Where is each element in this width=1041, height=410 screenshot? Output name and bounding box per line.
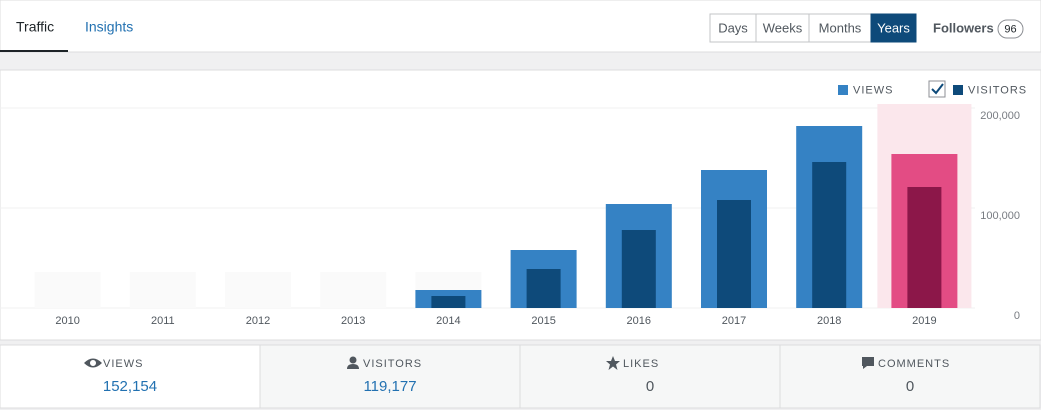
chart: 0 100,000 200,000 VIEWS VISITORS 2010 2011 2012…	[0, 80, 1027, 327]
summary-icon	[84, 358, 102, 368]
x-tick-label: 2016	[627, 315, 651, 327]
x-tick-label: 2019	[912, 315, 936, 327]
summary-cell[interactable]	[0, 344, 261, 409]
summary-cell[interactable]	[519, 344, 781, 409]
bar-placeholder	[129, 272, 196, 308]
bar[interactable]	[812, 162, 847, 308]
legend-swatch	[953, 85, 963, 95]
tab[interactable]: Insights	[85, 19, 133, 35]
bar-placeholder	[34, 272, 101, 308]
x-tick-label: 2012	[246, 315, 270, 327]
followers-badge	[997, 19, 1024, 39]
bar-placeholder	[320, 272, 387, 308]
summary-cell[interactable]	[259, 344, 521, 409]
x-tick-label: 2017	[722, 315, 746, 327]
x-tick-label: 2015	[531, 315, 555, 327]
legend-checkbox[interactable]	[928, 80, 946, 98]
summary-cell[interactable]	[779, 344, 1041, 409]
period-label[interactable]: Months	[819, 20, 862, 35]
x-tick-label: 2011	[151, 315, 175, 327]
y-tick-label: 100,000	[980, 210, 1020, 222]
x-tick-label: 2010	[55, 315, 79, 327]
summary-value: 152,154	[103, 378, 157, 395]
period-button[interactable]	[870, 13, 917, 43]
summary: VIEWS 152,154 VISITORS 119,177 LIKES 0 COMMENT…	[0, 344, 1041, 409]
summary-value: 0	[646, 378, 654, 395]
period-button[interactable]	[755, 13, 810, 43]
tab[interactable]: Traffic	[16, 19, 54, 35]
y-tick-label: 0	[1014, 310, 1020, 322]
summary-value: 0	[906, 378, 914, 395]
bar[interactable]	[431, 296, 466, 308]
summary-label: VISITORS	[363, 358, 422, 370]
period-label[interactable]: Weeks	[763, 20, 803, 35]
bar[interactable]	[717, 200, 751, 308]
period-label[interactable]: Days	[718, 20, 748, 35]
followers-count: 96	[1004, 23, 1016, 35]
tab-underline	[0, 50, 68, 52]
summary-label: VIEWS	[103, 358, 143, 370]
bar-placeholder	[225, 272, 291, 308]
summary-label: COMMENTS	[878, 358, 950, 370]
summary-icon	[862, 357, 874, 369]
x-tick-label: 2013	[341, 315, 365, 327]
legend-label: VISITORS	[968, 84, 1027, 96]
legend-swatch	[838, 85, 848, 95]
x-tick-label: 2014	[436, 315, 460, 327]
y-tick-label: 200,000	[980, 110, 1020, 122]
period-button[interactable]	[808, 13, 872, 43]
bar[interactable]	[907, 187, 942, 308]
x-tick-label: 2018	[817, 315, 841, 327]
legend-label: VIEWS	[853, 84, 893, 96]
period-button[interactable]	[709, 13, 757, 43]
summary-label: LIKES	[623, 358, 659, 370]
period-label[interactable]: Years	[877, 20, 910, 35]
followers-label[interactable]: Followers	[933, 20, 994, 35]
bar[interactable]	[526, 269, 561, 308]
summary-value: 119,177	[363, 378, 416, 395]
checkmark	[931, 83, 944, 95]
bar[interactable]	[621, 230, 656, 308]
summary-icon	[606, 356, 620, 370]
summary-icon	[347, 356, 359, 369]
